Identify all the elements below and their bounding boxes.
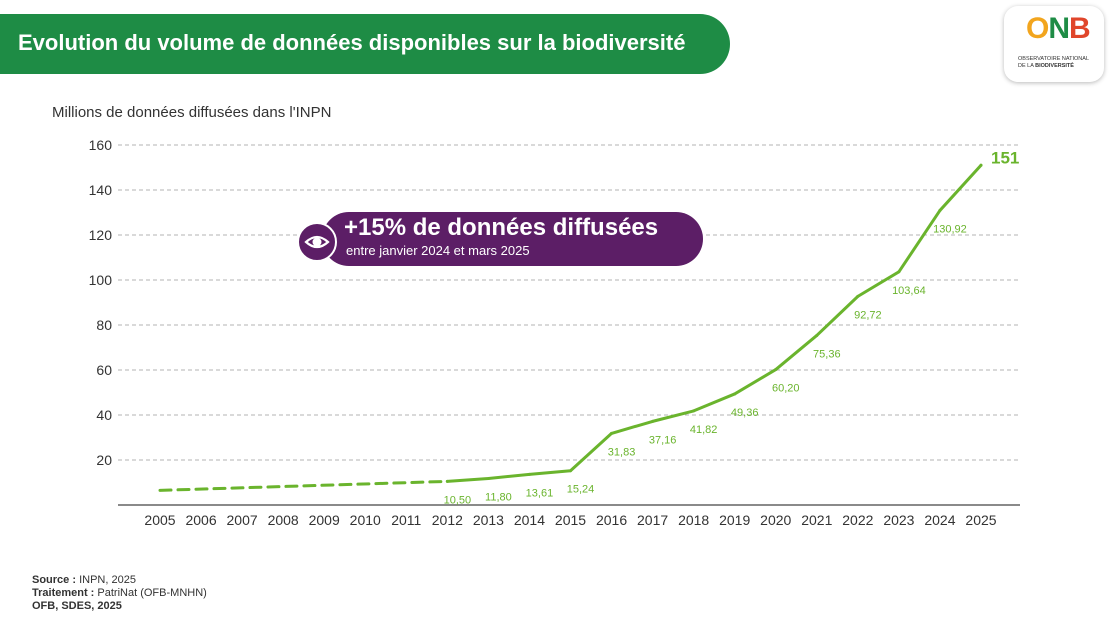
data-label-2015: 15,24: [567, 484, 595, 496]
data-point-2025: [979, 163, 983, 167]
y-tick-40: 40: [96, 407, 112, 423]
x-tick-2021: 2021: [801, 512, 832, 528]
data-point-2021: [815, 333, 819, 337]
logo-line1: Observatoire national: [1018, 56, 1090, 62]
data-point-2014: [527, 472, 531, 476]
logo-letter-b: B: [1069, 12, 1091, 45]
x-tick-2012: 2012: [432, 512, 463, 528]
data-label-2017: 37,16: [649, 434, 677, 446]
logo-mark: ONB: [1026, 12, 1091, 46]
y-tick-labels: 20 40 60 80 100 120 140 160: [89, 137, 113, 468]
source-value: INPN, 2025: [79, 574, 136, 586]
data-labels: 10,50 11,80 13,61 15,24 31,83 37,16 41,82 49,36…: [444, 148, 1020, 506]
x-tick-labels: 2005 2006 2007 2008 2009 2010 2011 2012 2013 2014…: [144, 512, 996, 528]
callout-headline: +15% de données diffusées: [344, 214, 659, 241]
data-point-2024: [938, 208, 942, 212]
data-label-2025: 151: [991, 148, 1019, 167]
data-label-2019: 49,36: [731, 407, 759, 419]
logo-line2: de la: [1018, 63, 1034, 69]
source-label: Source :: [32, 574, 77, 586]
data-point-2018: [692, 409, 696, 413]
x-tick-2006: 2006: [185, 512, 216, 528]
data-point-2013: [486, 476, 490, 480]
x-tick-2024: 2024: [924, 512, 955, 528]
x-tick-2005: 2005: [144, 512, 175, 528]
callout-badge: [322, 212, 703, 266]
y-tick-120: 120: [89, 227, 113, 243]
onb-logo: ONB Observatoire national de la biodiver…: [1004, 6, 1104, 82]
data-label-2022: 92,72: [854, 309, 882, 321]
x-tick-2023: 2023: [883, 512, 914, 528]
x-tick-2008: 2008: [268, 512, 299, 528]
x-tick-2010: 2010: [350, 512, 381, 528]
y-tick-20: 20: [96, 452, 112, 468]
data-label-2012: 10,50: [444, 494, 472, 506]
logo-subtitle: Observatoire national de la biodiversité: [1018, 56, 1098, 70]
callout-subtitle: entre janvier 2024 et mars 2025: [346, 243, 530, 258]
data-point-2023: [897, 270, 901, 274]
page-title: Evolution du volume de données disponibl…: [18, 30, 686, 55]
y-tick-100: 100: [89, 272, 113, 288]
processing-value: PatriNat (OFB-MNHN): [97, 587, 207, 599]
data-point-2019: [733, 392, 737, 396]
title-banner: Evolution du volume de données disponibl…: [0, 14, 730, 74]
y-tick-60: 60: [96, 362, 112, 378]
data-point-2022: [856, 294, 860, 298]
y-tick-80: 80: [96, 317, 112, 333]
data-label-2016: 31,83: [608, 446, 636, 458]
x-tick-2025: 2025: [965, 512, 996, 528]
x-tick-2020: 2020: [760, 512, 791, 528]
data-label-2018: 41,82: [690, 424, 718, 436]
eye-icon: [297, 222, 337, 262]
y-tick-160: 160: [89, 137, 113, 153]
x-tick-2011: 2011: [391, 512, 421, 528]
x-tick-2009: 2009: [309, 512, 340, 528]
x-tick-2013: 2013: [473, 512, 504, 528]
y-tick-140: 140: [89, 182, 113, 198]
series-dashed-line: [158, 479, 449, 492]
data-point-2016: [610, 431, 614, 435]
data-label-2024: 130,92: [933, 223, 967, 235]
x-tick-2019: 2019: [719, 512, 750, 528]
series-lines: [158, 163, 983, 492]
x-tick-2014: 2014: [514, 512, 545, 528]
logo-line3: biodiversité: [1035, 63, 1074, 69]
data-label-2023: 103,64: [892, 285, 926, 297]
data-point-2012: [445, 479, 449, 483]
x-tick-2017: 2017: [637, 512, 668, 528]
data-point-2015: [569, 469, 572, 473]
credit-line: OFB, SDES, 2025: [32, 600, 122, 612]
processing-label: Traitement :: [32, 587, 95, 599]
x-tick-2015: 2015: [555, 512, 586, 528]
x-tick-2016: 2016: [596, 512, 627, 528]
series-line: [445, 163, 983, 483]
data-point-2020: [774, 368, 778, 372]
x-tick-2018: 2018: [678, 512, 709, 528]
data-label-2014: 13,61: [526, 487, 554, 499]
data-label-2020: 60,20: [772, 383, 800, 395]
footer-credits: Source : INPN, 2025 Traitement : PatriNa…: [32, 574, 207, 613]
x-tick-2007: 2007: [227, 512, 258, 528]
logo-letter-n: N: [1048, 12, 1070, 45]
data-label-2021: 75,36: [813, 348, 841, 360]
grid-lines: [118, 144, 1020, 506]
data-label-2013: 11,80: [485, 491, 512, 503]
logo-letter-o: O: [1026, 12, 1049, 45]
data-point-2017: [651, 419, 655, 423]
x-tick-2022: 2022: [842, 512, 873, 528]
y-axis-label: Millions de données diffusées dans l'INP…: [52, 104, 332, 121]
